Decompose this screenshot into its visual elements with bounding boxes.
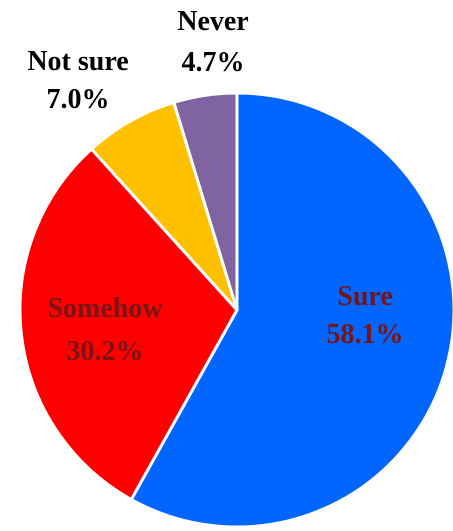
pie-slice-somehow xyxy=(18,147,239,501)
pie-slice-sure xyxy=(129,91,453,529)
pie-slice-never xyxy=(172,91,239,312)
pie-value-label-not-sure: 7.0% xyxy=(47,84,110,115)
pie-label-sure: Sure xyxy=(337,281,393,312)
pie-labels: Sure 58.1% Somehow 30.2% Not sure 7.0% Never 4.… xyxy=(27,6,403,367)
pie-label-not-sure: Not sure xyxy=(27,46,128,77)
pie-value-label-sure: 58.1% xyxy=(327,319,404,350)
pie-value-label-somehow: 30.2% xyxy=(67,336,144,367)
pie-value-label-never: 4.7% xyxy=(182,47,245,78)
pie-slices xyxy=(18,91,453,529)
pie-label-never: Never xyxy=(177,6,249,37)
pie-label-somehow: Somehow xyxy=(47,293,163,324)
